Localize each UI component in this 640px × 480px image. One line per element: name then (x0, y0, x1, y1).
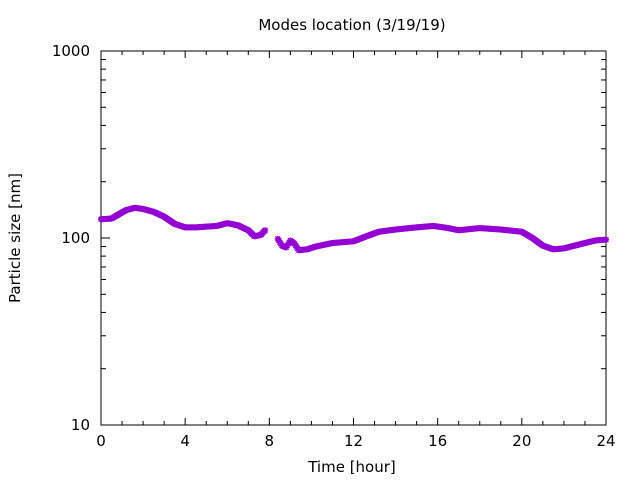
y-tick-labels: 10 100 1000 (52, 42, 90, 434)
x-axis-label: Time [hour] (307, 458, 396, 476)
y-tick-label: 1000 (52, 42, 90, 60)
data-points (98, 204, 609, 254)
data-point (603, 236, 609, 243)
chart-title: Modes location (3/19/19) (258, 16, 445, 34)
y-tick-label: 100 (61, 229, 90, 247)
data-point (262, 227, 269, 234)
data-point-stroke (603, 236, 609, 243)
x-tick-label: 0 (96, 432, 106, 450)
x-tick-label: 8 (265, 432, 275, 450)
y-tick-label: 10 (71, 416, 90, 434)
y-axis-label: Particle size [nm] (6, 173, 24, 303)
x-tick-label: 16 (428, 432, 447, 450)
x-tick-label: 12 (344, 432, 363, 450)
data-point-stroke (262, 227, 269, 234)
x-tick-labels: 0 4 8 12 16 20 24 (96, 432, 615, 450)
x-tick-label: 24 (596, 432, 615, 450)
x-tick-label: 20 (512, 432, 531, 450)
axis-ticks (100, 50, 607, 426)
x-tick-label: 4 (180, 432, 190, 450)
